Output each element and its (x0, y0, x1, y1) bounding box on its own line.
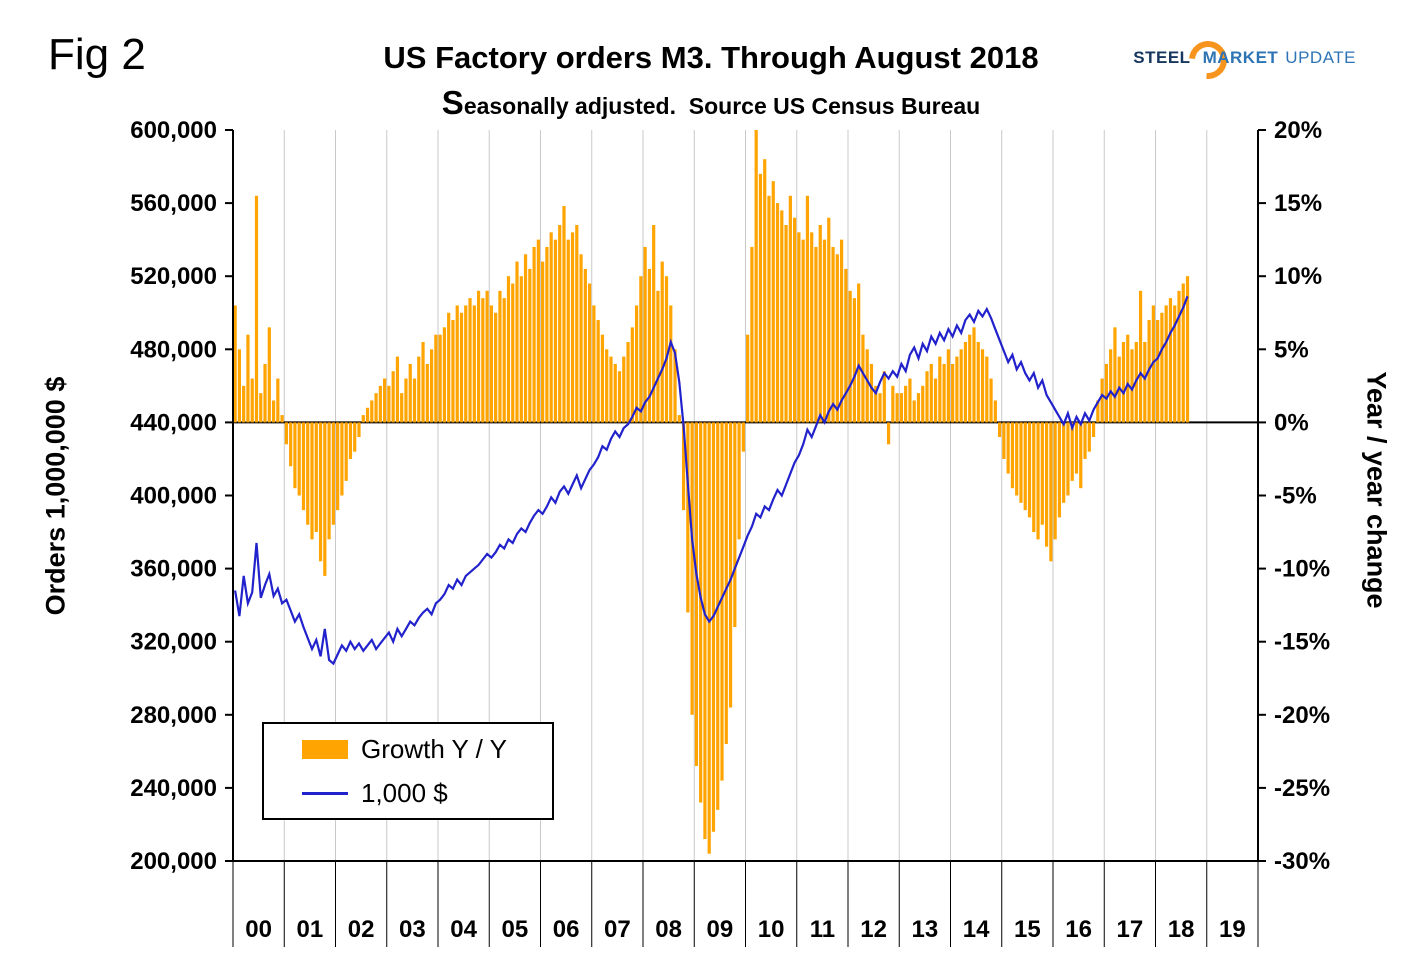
x-axis-year-label: 12 (860, 916, 887, 943)
growth-bars-series (233, 130, 1190, 854)
right-axis-tick-label: -15% (1274, 629, 1330, 656)
x-axis-year-label: 03 (399, 916, 426, 943)
x-axis-year-label: 08 (655, 916, 682, 943)
right-axis-tick-label: -30% (1274, 848, 1330, 875)
figure-label: Fig 2 (48, 30, 146, 79)
right-axis-tick-label: -10% (1274, 556, 1330, 583)
legend-bar-label: Growth Y / Y (361, 733, 507, 764)
left-axis-tick-label: 480,000 (130, 336, 217, 363)
left-axis-tick-label: 240,000 (130, 775, 217, 802)
legend-row-orders: 1,000 $ (302, 778, 552, 809)
logo-text-update: UPDATE (1285, 48, 1356, 67)
x-axis-year-label: 04 (450, 916, 477, 943)
x-axis-year-label: 09 (707, 916, 734, 943)
x-axis-year-label: 01 (297, 916, 324, 943)
x-axis-year-label: 11 (810, 916, 835, 943)
x-axis-year-label: 14 (963, 916, 990, 943)
legend: Growth Y / Y 1,000 $ (262, 722, 554, 820)
logo-text-steel: STEEL (1133, 48, 1191, 67)
left-axis-tick-label: 200,000 (130, 848, 217, 875)
x-axis-year-label: 18 (1168, 916, 1195, 943)
right-axis-tick-label: 20% (1274, 117, 1322, 144)
left-axis-tick-label: 400,000 (130, 483, 217, 510)
x-axis-year-label: 05 (502, 916, 529, 943)
smu-logo: STEEL MARKET UPDATE (1133, 33, 1356, 87)
x-axis-year-label: 13 (912, 916, 939, 943)
legend-line-swatch (302, 791, 348, 795)
legend-bar-swatch (302, 739, 348, 759)
right-axis-tick-label: 5% (1274, 336, 1309, 363)
orders-line-series (234, 295, 1189, 666)
x-axis-year-label: 07 (604, 916, 631, 943)
x-axis-year-label: 16 (1065, 916, 1092, 943)
right-axis-tick-label: 15% (1274, 190, 1322, 217)
chart-subtitle-rest: easonally adjusted. Source US Census Bur… (463, 93, 981, 119)
left-axis-tick-label: 520,000 (130, 263, 217, 290)
left-axis-tick-label: 440,000 (130, 409, 217, 436)
legend-row-growth: Growth Y / Y (302, 734, 552, 765)
right-axis-tick-label: 10% (1274, 263, 1322, 290)
legend-line-label: 1,000 $ (361, 777, 448, 808)
x-axis-year-label: 02 (348, 916, 375, 943)
x-axis-year-label: 17 (1117, 916, 1144, 943)
right-axis-tick-label: -5% (1274, 483, 1317, 510)
left-axis-tick-label: 600,000 (130, 117, 217, 144)
x-axis-year-label: 19 (1219, 916, 1246, 943)
right-axis-tick-label: 0% (1274, 409, 1309, 436)
x-axis-year-label: 06 (553, 916, 580, 943)
left-axis-tick-label: 280,000 (130, 702, 217, 729)
left-axis-tick-label: 320,000 (130, 629, 217, 656)
logo-text-market: MARKET (1202, 48, 1279, 67)
x-axis-year-label: 00 (245, 916, 272, 943)
right-axis-tick-label: -25% (1274, 775, 1330, 802)
left-axis-tick-label: 560,000 (130, 190, 217, 217)
chart-title: US Factory orders M3. Through August 201… (383, 40, 1039, 75)
x-axis-year-label: 10 (758, 916, 785, 943)
x-axis-year-label: 15 (1014, 916, 1041, 943)
right-axis-tick-label: -20% (1274, 702, 1330, 729)
left-axis-tick-label: 360,000 (130, 556, 217, 583)
chart-subtitle: Seasonally adjusted. Source US Census Bu… (0, 84, 1422, 122)
chart-subtitle-lead: S (441, 84, 464, 121)
